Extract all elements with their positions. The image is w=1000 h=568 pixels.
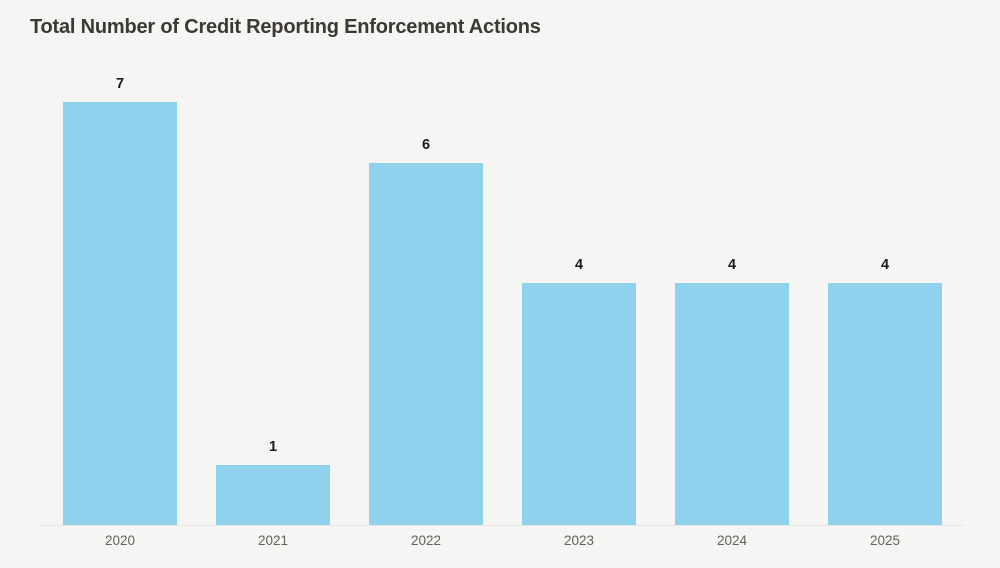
bar-value-label-2023: 4 <box>574 257 584 273</box>
bar-value-label-2020: 7 <box>115 76 125 92</box>
x-axis-line <box>39 525 963 526</box>
bar-2024 <box>675 283 789 525</box>
chart-title: Total Number of Credit Reporting Enforce… <box>30 16 541 38</box>
x-tick-label-2022: 2022 <box>410 533 442 548</box>
bar-value-label-2024: 4 <box>727 257 737 273</box>
bar-value-label-2021: 1 <box>268 439 278 455</box>
bar-2020 <box>63 102 177 525</box>
bar-value-label-2022: 6 <box>421 137 431 153</box>
bar-2023 <box>522 283 636 525</box>
x-tick-label-2025: 2025 <box>869 533 901 548</box>
bar-value-label-2025: 4 <box>880 257 890 273</box>
x-tick-label-2024: 2024 <box>716 533 748 548</box>
x-tick-label-2023: 2023 <box>563 533 595 548</box>
bar-2025 <box>828 283 942 525</box>
x-tick-label-2021: 2021 <box>257 533 289 548</box>
x-tick-label-2020: 2020 <box>104 533 136 548</box>
bar-2021 <box>216 465 330 525</box>
bar-2022 <box>369 163 483 525</box>
